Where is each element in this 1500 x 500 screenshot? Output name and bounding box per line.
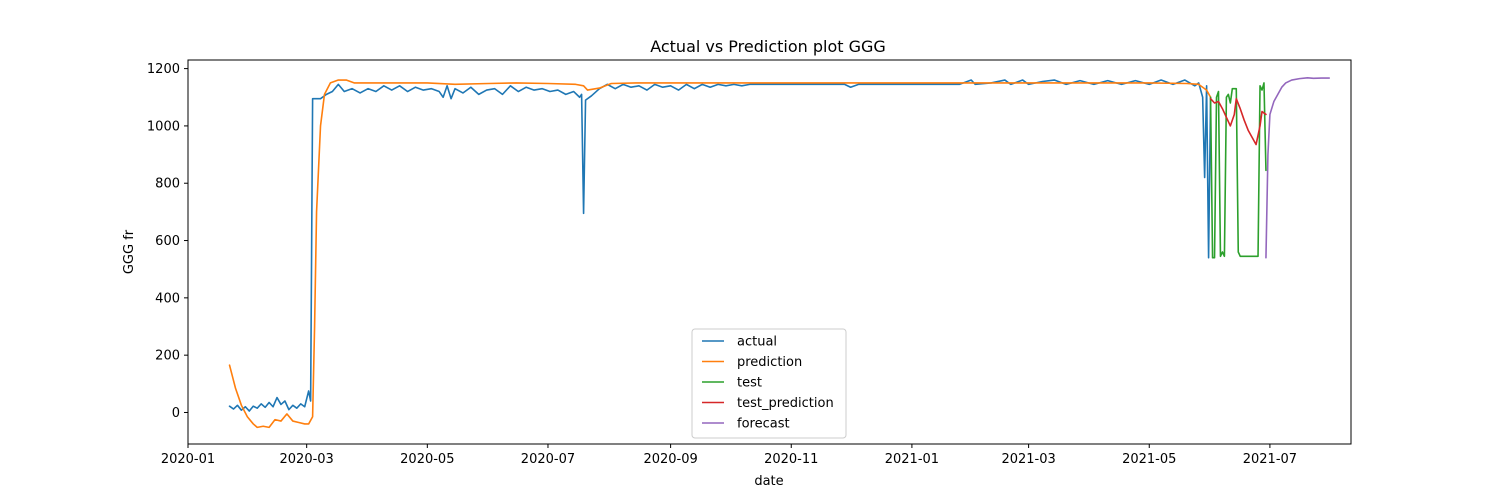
legend-label-forecast: forecast [737, 417, 790, 432]
x-tick-label: 2021-03 [1001, 452, 1055, 467]
plot-area [228, 76, 1331, 429]
series-line-forecast [1265, 76, 1331, 259]
x-tick-label: 2020-01 [161, 452, 215, 467]
series-line-test [1209, 82, 1267, 259]
x-tick-label: 2020-07 [521, 452, 575, 467]
y-tick-label: 400 [155, 291, 180, 306]
legend: actual prediction test test_predictionforec… [691, 328, 847, 439]
axes: 2020-01 2020-03 2020-05 2020-07 2020-09 2020-… [147, 62, 1297, 467]
plot-frame [187, 59, 1352, 445]
y-tick-label: 1200 [147, 62, 180, 77]
x-tick-label: 2020-03 [280, 452, 334, 467]
x-tick-label: 2021-01 [885, 452, 939, 467]
y-tick-label: 800 [155, 177, 180, 192]
y-tick-label: 600 [155, 234, 180, 249]
x-tick-label: 2020-05 [400, 452, 454, 467]
legend-label-test: test [737, 376, 762, 391]
legend-label-test-prediction: test_prediction [737, 396, 834, 411]
y-tick-label: 200 [155, 349, 180, 364]
chart-title: Actual vs Prediction plot GGG [650, 37, 886, 56]
y-axis-label: GGG fr [122, 229, 137, 274]
x-tick-label: 2020-09 [643, 452, 697, 467]
series-line-test-prediction [1209, 97, 1267, 146]
y-tick-label: 1000 [147, 119, 180, 134]
x-tick-label: 2021-05 [1122, 452, 1176, 467]
x-axis-label: date [754, 474, 783, 489]
x-tick-label: 2020-11 [764, 452, 818, 467]
y-tick-label: 0 [172, 406, 180, 421]
x-tick-label: 2021-07 [1243, 452, 1297, 467]
series-line-prediction [228, 79, 1212, 429]
legend-label-actual: actual [737, 335, 777, 350]
legend-label-prediction: prediction [737, 355, 802, 370]
legend-box [691, 328, 847, 439]
